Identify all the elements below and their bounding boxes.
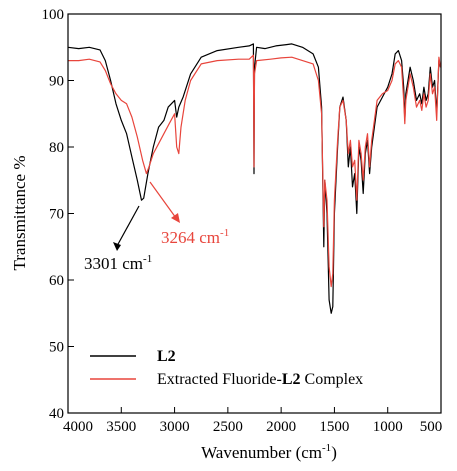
ticks-layer: 4000 3500 3000 2500 2000 1500 1000 500 40 50 60 70 8… (42, 7, 443, 435)
legend-label-complex-plain: Extracted Fluoride- (157, 371, 282, 388)
annotation-arrow-l2 (116, 205, 140, 247)
x-tick-label: 3500 (106, 419, 136, 435)
x-tick-label: 3000 (160, 419, 190, 435)
x-tick-label: 1000 (373, 419, 403, 435)
legend-label-l2-bold: L2 (157, 348, 176, 365)
annotation-arrows (113, 181, 180, 251)
x-tick-label: 4000 (63, 419, 93, 435)
x-axis-title: Wavenumber (cm-1) (201, 442, 337, 462)
y-tick-label: 50 (49, 340, 64, 356)
y-tick-label: 100 (42, 7, 65, 23)
annotation-arrowhead-l2 (113, 242, 121, 251)
x-tick-label: 1500 (319, 419, 349, 435)
annotation-arrow-complex (149, 181, 177, 219)
legend-label-complex-bold: L2 (282, 371, 301, 388)
x-tick-label: 2500 (213, 419, 243, 435)
annotation-label-complex-text: 3264 cm (161, 228, 220, 247)
y-tick-label: 40 (49, 406, 64, 422)
annotation-label-l2-text: 3301 cm (84, 254, 143, 273)
legend-label-complex-suffix: Complex (301, 371, 364, 388)
series-layer (67, 43, 442, 314)
y-tick-label: 70 (49, 207, 64, 223)
annotation-arrowhead-complex (171, 213, 180, 223)
legend: L2 Extracted Fluoride-L2 Complex (90, 348, 363, 388)
y-tick-label: 60 (49, 273, 64, 289)
y-tick-label: 80 (49, 140, 64, 156)
x-tick-label: 500 (420, 419, 443, 435)
series-line-l2 (67, 43, 442, 314)
x-axis-title-sup: -1 (322, 442, 331, 454)
annotation-label-l2-sup: -1 (143, 253, 152, 265)
annotation-label-l2: 3301 cm-1 (84, 253, 152, 273)
series-line-complex (68, 54, 442, 288)
x-axis-title-suffix: ) (331, 443, 337, 462)
legend-label-complex: Extracted Fluoride-L2 Complex (157, 371, 363, 388)
y-axis-title: Transmittance % (10, 155, 29, 270)
y-tick-label: 90 (49, 74, 64, 90)
legend-label-l2: L2 (157, 348, 176, 365)
annotation-label-complex-sup: -1 (220, 227, 229, 239)
x-axis-title-text: Wavenumber (cm (201, 443, 322, 462)
annotation-label-complex: 3264 cm-1 (161, 227, 229, 247)
x-tick-label: 2000 (266, 419, 296, 435)
